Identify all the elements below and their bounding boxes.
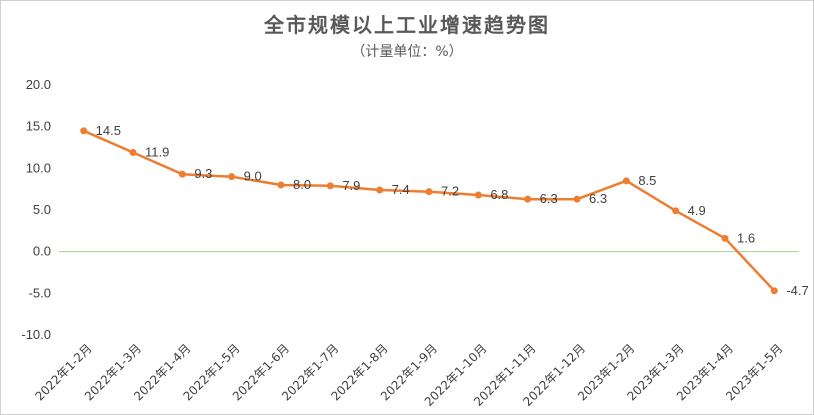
- data-label: 8.5: [638, 173, 656, 188]
- data-point: [277, 181, 285, 189]
- chart-title: 全市规模以上工业增速趋势图: [263, 13, 550, 37]
- data-point: [622, 177, 630, 185]
- x-axis: 2022年1-2月2022年1-3月2022年1-4月2022年1-5月2022…: [32, 341, 785, 409]
- data-point: [80, 127, 88, 135]
- data-point: [326, 182, 334, 190]
- data-point: [228, 173, 236, 181]
- data-label: 1.6: [737, 230, 755, 245]
- data-label: 9.3: [194, 166, 212, 181]
- y-tick-label: 20.0: [26, 77, 51, 92]
- data-label: 11.9: [145, 145, 169, 160]
- data-point: [474, 191, 482, 199]
- data-point: [672, 207, 680, 215]
- data-points: [80, 127, 778, 295]
- chart-subtitle: （计量单位：%）: [351, 44, 462, 60]
- data-point: [178, 170, 186, 178]
- data-point: [129, 149, 137, 156]
- data-label: 6.3: [540, 191, 558, 206]
- data-label: 6.3: [589, 191, 607, 206]
- data-labels: 14.5 11.9 9.3 9.0 8.0 7.9 7.4 7.2 6.8 6.3 6.3 8.5 4.…: [96, 123, 809, 298]
- data-label: 7.9: [342, 178, 360, 193]
- data-point: [524, 195, 532, 203]
- data-label: -4.7: [786, 283, 808, 298]
- y-tick-label: 10.0: [26, 160, 51, 175]
- series-line-group: [83, 129, 776, 292]
- series-line: [83, 129, 776, 292]
- y-axis: 20.0 15.0 10.0 5.0 0.0 -5.0 -10.0: [21, 77, 51, 342]
- data-label: 14.5: [96, 123, 121, 138]
- y-tick-label: 15.0: [26, 119, 51, 134]
- data-label: 9.0: [244, 169, 262, 184]
- y-tick-label: 0.0: [33, 244, 51, 259]
- data-point: [376, 186, 384, 194]
- data-point: [721, 234, 729, 242]
- data-point: [573, 195, 581, 203]
- y-tick-label: 5.0: [33, 202, 51, 217]
- data-point: [425, 188, 433, 196]
- data-point: [770, 287, 778, 295]
- y-tick-label: -10.0: [21, 327, 51, 342]
- data-label: 8.0: [293, 177, 311, 192]
- data-label: 6.8: [490, 187, 508, 202]
- y-tick-label: -5.0: [29, 285, 51, 300]
- data-label: 4.9: [688, 203, 706, 218]
- data-label: 7.2: [441, 184, 459, 199]
- data-label: 7.4: [392, 182, 410, 197]
